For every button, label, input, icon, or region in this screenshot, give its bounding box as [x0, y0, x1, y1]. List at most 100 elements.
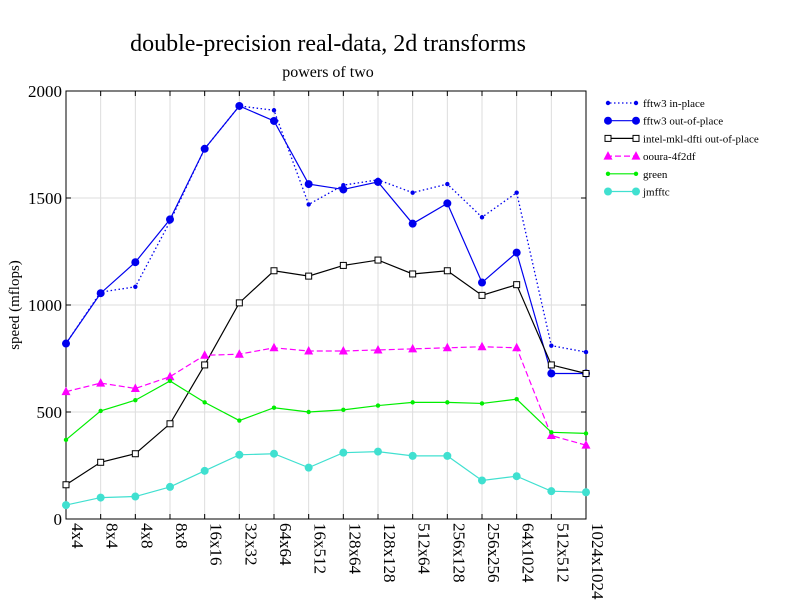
data-point	[604, 134, 612, 142]
series-line	[65, 380, 587, 441]
x-tick-label: 128x128	[380, 523, 399, 583]
data-point	[547, 369, 556, 378]
data-point	[409, 270, 417, 278]
data-point	[62, 339, 70, 348]
data-point	[270, 449, 278, 458]
series-5	[62, 447, 590, 510]
data-point	[374, 177, 382, 186]
data-point	[513, 281, 521, 289]
x-tick-label: 128x64	[345, 523, 364, 575]
x-tick-label: 64x64	[276, 523, 295, 566]
data-point	[603, 151, 613, 160]
data-point	[305, 272, 313, 280]
legend-label: intel-mkl-dfti out-of-place	[643, 133, 759, 145]
data-point	[582, 488, 590, 497]
data-point	[546, 430, 556, 440]
data-point	[442, 342, 452, 352]
data-point	[443, 267, 451, 275]
x-tick-label: 256x128	[449, 523, 468, 583]
grid	[66, 91, 586, 519]
data-point	[375, 403, 381, 408]
legend-entry: ooura-4f2df	[603, 151, 696, 163]
data-point	[408, 343, 418, 353]
data-point	[200, 350, 210, 359]
data-point	[131, 258, 140, 267]
series-line	[65, 105, 587, 353]
data-point	[374, 447, 382, 456]
data-point	[133, 398, 138, 403]
data-point	[581, 440, 591, 449]
legend-entry: fftw3 in-place	[605, 98, 705, 110]
data-point	[632, 116, 640, 125]
legend-label: green	[643, 169, 668, 181]
data-point	[271, 108, 277, 113]
x-tick-label: 16x16	[207, 523, 226, 566]
data-point	[549, 430, 554, 435]
data-point	[270, 267, 278, 275]
data-point	[478, 278, 486, 287]
data-point	[478, 291, 486, 299]
data-point	[549, 343, 554, 348]
data-point	[304, 346, 314, 355]
data-point	[374, 256, 382, 264]
y-tick-label: 0	[54, 510, 63, 529]
data-point	[339, 185, 348, 194]
data-point	[583, 349, 589, 355]
data-point	[633, 171, 639, 176]
data-point	[445, 400, 450, 405]
data-point	[338, 346, 348, 355]
data-point	[61, 386, 71, 396]
data-point	[605, 100, 611, 106]
x-axis: 4x4 8x4 4x8 8x8 16x16 32x32 64x64 16x512 128x64 1…	[65, 91, 607, 600]
legend-entry: intel-mkl-dfti out-of-place	[604, 133, 759, 145]
data-point	[304, 463, 313, 472]
data-point	[632, 187, 640, 196]
legend-label: jmfftc	[642, 187, 670, 199]
data-point	[512, 342, 522, 352]
y-tick-label: 1000	[28, 296, 62, 315]
data-point	[631, 151, 641, 160]
data-point	[445, 181, 450, 187]
data-point	[604, 116, 612, 125]
data-point	[270, 116, 278, 125]
chart-subtitle: powers of two	[282, 64, 374, 81]
data-point	[237, 418, 242, 423]
y-axis-label: speed (mflops)	[7, 260, 23, 350]
data-point	[339, 261, 347, 269]
data-point	[304, 180, 313, 189]
y-tick-label: 1500	[28, 189, 62, 208]
data-point	[306, 409, 311, 415]
data-point	[96, 378, 106, 387]
series-line	[65, 105, 586, 375]
data-point	[200, 144, 209, 153]
data-point	[408, 219, 417, 228]
x-tick-label: 16x512	[311, 523, 330, 574]
data-point	[408, 451, 417, 460]
data-point	[130, 383, 140, 392]
data-point	[201, 361, 209, 369]
data-point	[96, 289, 105, 298]
x-tick-label: 8x8	[172, 523, 191, 549]
data-point	[96, 493, 105, 502]
data-point	[166, 420, 174, 428]
series-line	[65, 346, 587, 446]
data-point	[410, 400, 415, 405]
x-tick-label: 4x4	[68, 523, 87, 549]
data-point	[582, 369, 590, 377]
data-point	[512, 472, 521, 481]
data-point	[269, 342, 279, 352]
x-tick-label: 8x4	[103, 523, 122, 549]
data-point	[235, 450, 244, 459]
series-4	[63, 378, 589, 443]
data-point	[410, 190, 415, 195]
data-point	[165, 371, 175, 381]
series-line	[65, 450, 587, 506]
data-point	[167, 378, 173, 384]
data-point	[63, 437, 69, 443]
x-tick-label: 64x1024	[519, 523, 538, 583]
series-1	[62, 101, 590, 378]
y-axis: 0 500 1000 1500 2000	[28, 82, 586, 529]
legend-entry: green	[605, 169, 668, 181]
x-tick-label: 256x256	[484, 523, 503, 583]
